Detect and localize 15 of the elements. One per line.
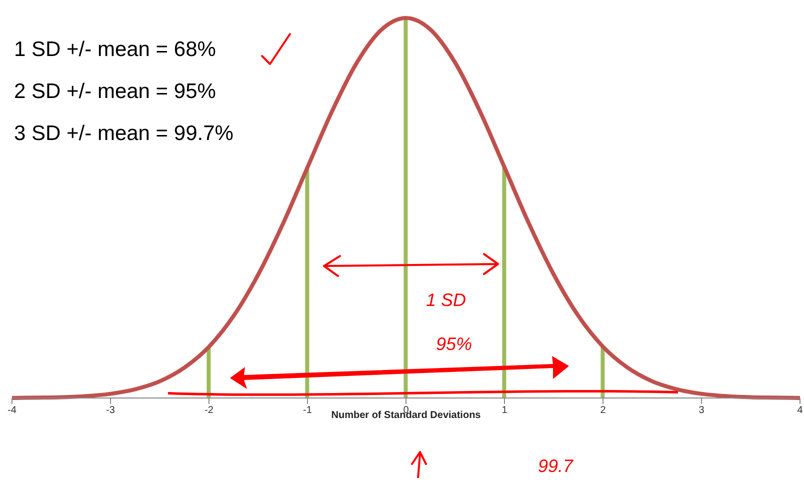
x-tick-label: 2: [600, 405, 606, 416]
annotation: 2 SD +/- mean = 95%: [14, 80, 216, 104]
annotation: 1 SD: [426, 290, 466, 311]
x-tick-label: 4: [797, 405, 804, 416]
annotation: 3 SD +/- mean = 99.7%: [14, 122, 234, 146]
x-tick-label: -2: [204, 405, 214, 416]
x-tick-label: -1: [303, 405, 312, 416]
x-axis-title: Number of Standard Deviations: [331, 410, 482, 421]
x-tick-label: -4: [8, 405, 17, 416]
x-tick-label: 3: [698, 405, 705, 416]
annotation: 95%: [436, 334, 472, 355]
x-tick-label: -3: [106, 405, 116, 416]
text: 99.7: [538, 456, 574, 477]
x-tick-label: 1: [502, 405, 508, 416]
annotation: 1 SD +/- mean = 68%: [14, 38, 216, 62]
